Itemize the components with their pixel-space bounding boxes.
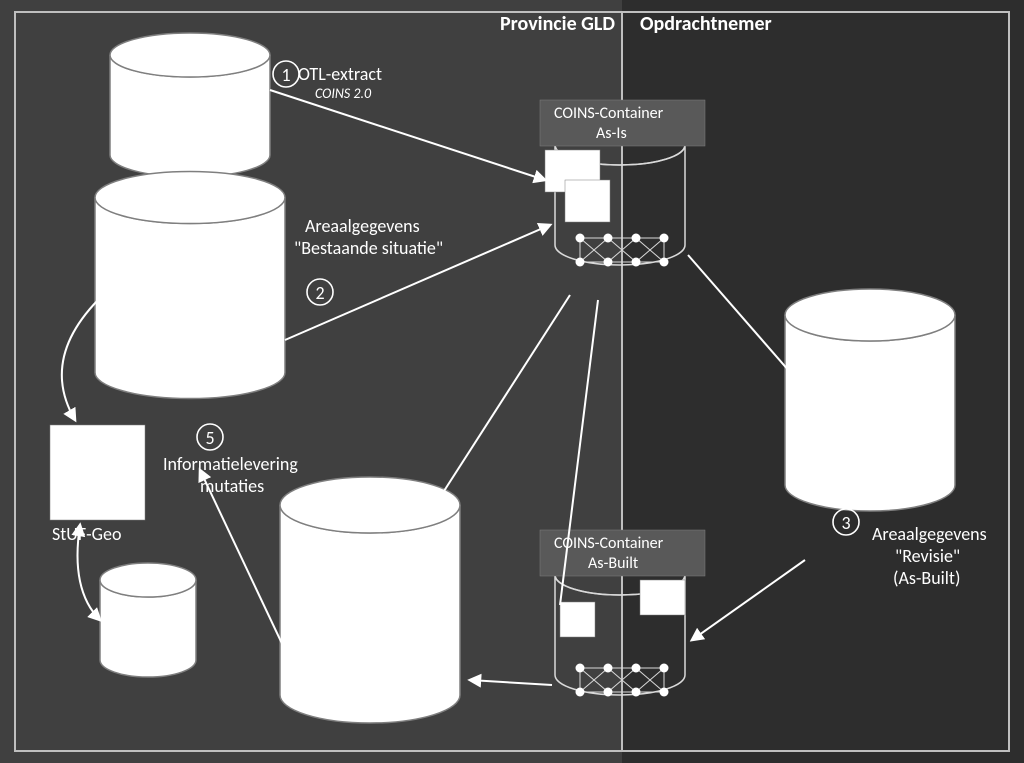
db-revisie xyxy=(785,289,955,511)
doc1-asbuilt xyxy=(560,602,595,637)
db-bottom xyxy=(280,477,460,723)
panel-title-right: Opdrachtnemer xyxy=(640,12,772,36)
lbl-stufgeo: StUF-Geo xyxy=(52,523,121,545)
lbl-areaal2a: Areaalgegevens xyxy=(872,523,987,545)
lbl-info1: Informatielevering xyxy=(163,453,298,475)
lbl-otl: OTL-extract xyxy=(298,63,382,85)
step-number-5: 5 xyxy=(205,427,214,449)
doc2-asis xyxy=(565,180,610,222)
lbl-areaal2c: (As-Built) xyxy=(893,567,960,589)
db-top xyxy=(110,33,270,177)
step-number-2: 2 xyxy=(315,282,324,304)
lbl-coins20: COINS 2.0 xyxy=(315,85,372,102)
lbl-coins-asis1: COINS-Container xyxy=(554,104,664,123)
db-small xyxy=(100,563,196,677)
stuf-geo-box xyxy=(50,425,145,520)
db-mid xyxy=(95,172,285,399)
doc2-asbuilt xyxy=(640,580,685,615)
step-number-3: 3 xyxy=(841,512,850,534)
lbl-areaal1a: Areaalgegevens xyxy=(305,215,420,237)
lbl-coins-asb1: COINS-Container xyxy=(554,534,664,553)
lbl-coins-asis2: As-Is xyxy=(596,124,627,143)
step-number-1: 1 xyxy=(281,64,290,86)
panel-title-left: Provincie GLD xyxy=(500,12,615,36)
lbl-areaal1b: "Bestaande situatie" xyxy=(294,237,443,259)
lbl-info2: mutaties xyxy=(200,475,264,497)
diagram-root: Provincie GLD Opdrachtnemer 1 2 3 5 OTL-extrac… xyxy=(0,0,1024,763)
lbl-coins-asb2: As-Built xyxy=(588,554,639,573)
lbl-areaal2b: "Revisie" xyxy=(895,545,960,567)
